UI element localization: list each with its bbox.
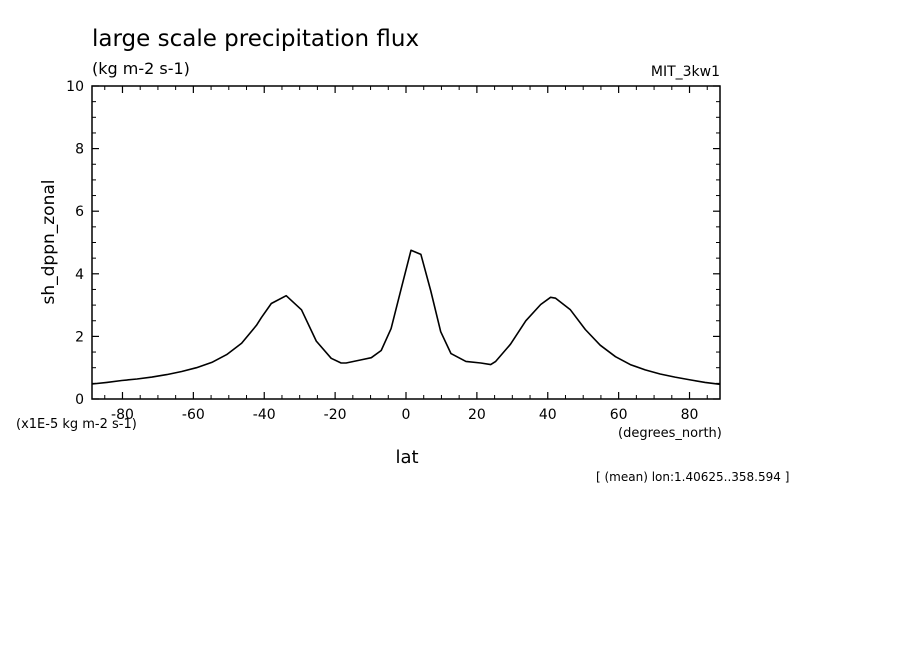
series-line: [91, 249, 721, 386]
dataset-label: MIT_3kw1: [651, 64, 720, 80]
x-axis-label: lat: [395, 447, 418, 468]
x-tick-label: 80: [681, 407, 699, 423]
chart-title: large scale precipitation flux: [92, 26, 419, 52]
x-tick-label: -60: [182, 407, 205, 423]
longitude-mean-note: [ (mean) lon:1.40625..358.594 ]: [596, 470, 789, 484]
y-axis-units: (x1E-5 kg m-2 s-1): [16, 417, 137, 432]
plot-frame: [91, 85, 721, 400]
y-tick-label: 10: [66, 79, 84, 95]
y-tick-label: 2: [75, 329, 84, 345]
x-axis-units: (degrees_north): [618, 426, 722, 441]
y-tick-label: 8: [75, 142, 84, 158]
x-tick-label: 0: [402, 407, 411, 423]
x-axis-ticks: -80 -60 -40 -20 0 20 40 60 80: [104, 86, 708, 423]
x-tick-label: 40: [539, 407, 557, 423]
x-tick-label: 20: [468, 407, 486, 423]
x-tick-label: -40: [253, 407, 276, 423]
y-axis-ticks: 0 2 4 6 8 10: [66, 79, 720, 408]
y-axis-label: sh_dppn_zonal: [39, 179, 59, 304]
series-layer: [91, 249, 721, 386]
y-tick-label: 6: [75, 204, 84, 220]
x-tick-label: 60: [610, 407, 628, 423]
chart-units-subtitle: (kg m-2 s-1): [92, 59, 190, 78]
y-tick-label: 4: [75, 267, 84, 283]
y-tick-label: 0: [75, 392, 84, 408]
x-tick-label: -20: [324, 407, 347, 423]
x-tick-label: -80: [111, 407, 134, 423]
